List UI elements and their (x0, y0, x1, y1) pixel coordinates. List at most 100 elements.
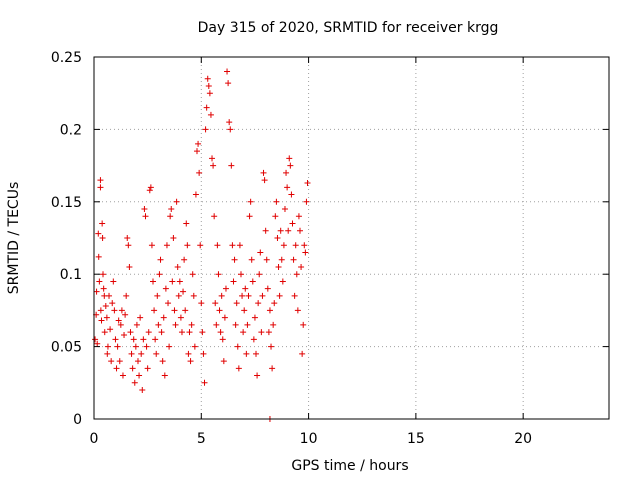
data-point (133, 321, 140, 328)
data-point (272, 213, 279, 220)
data-point (126, 263, 133, 270)
plot-frame (93, 56, 610, 420)
data-point (143, 343, 150, 350)
y-tick-label: 0.05 (51, 340, 82, 356)
data-point (112, 336, 119, 343)
data-point (291, 292, 298, 299)
data-point (226, 119, 233, 126)
data-point (250, 336, 257, 343)
data-point (216, 307, 223, 314)
data-point (271, 300, 278, 307)
data-point (110, 278, 117, 285)
data-point (192, 191, 199, 198)
data-point (255, 300, 262, 307)
data-point (122, 311, 129, 318)
data-point (206, 90, 213, 97)
data-point (142, 213, 149, 220)
data-point (151, 307, 158, 314)
data-point (199, 329, 206, 336)
data-point (115, 317, 122, 324)
data-point (237, 271, 244, 278)
data-point (166, 343, 173, 350)
y-tick-label: 0.25 (51, 50, 82, 66)
data-point (234, 343, 241, 350)
data-point (95, 230, 102, 237)
data-point (180, 288, 187, 295)
data-point (212, 300, 219, 307)
y-tick-label: 0.2 (60, 122, 82, 138)
data-point (108, 358, 115, 365)
data-point (102, 303, 109, 310)
data-point (207, 111, 214, 118)
data-point (96, 278, 103, 285)
data-point (101, 329, 108, 336)
data-point (100, 285, 107, 292)
data-point (156, 271, 163, 278)
data-point (172, 321, 179, 328)
data-point (301, 242, 308, 249)
data-point (295, 213, 302, 220)
data-point (138, 350, 145, 357)
data-point (225, 80, 232, 87)
grid-lines (94, 57, 609, 419)
data-point (246, 213, 253, 220)
y-axis-label: SRMTID / TECUs (6, 182, 22, 295)
x-tick-label: 5 (197, 431, 206, 447)
data-point (230, 278, 237, 285)
data-point (190, 292, 197, 299)
data-point (224, 68, 231, 75)
data-point (165, 300, 172, 307)
data-point (155, 321, 162, 328)
data-point (181, 256, 188, 263)
data-point (260, 169, 267, 176)
data-point (214, 242, 221, 249)
data-point (93, 288, 100, 295)
data-point (245, 292, 252, 299)
data-point (215, 271, 222, 278)
data-point (100, 271, 107, 278)
data-point (132, 343, 139, 350)
data-point (300, 321, 307, 328)
data-point (251, 314, 258, 321)
data-point (187, 358, 194, 365)
data-point (99, 220, 106, 227)
data-point (195, 140, 202, 147)
data-point (152, 336, 159, 343)
data-point (283, 169, 290, 176)
data-point (117, 321, 124, 328)
data-point (196, 169, 203, 176)
x-tick-labels: 0 5 10 15 20 (90, 431, 533, 447)
data-point (178, 329, 185, 336)
data-point (191, 343, 198, 350)
data-point (248, 256, 255, 263)
data-point (188, 321, 195, 328)
data-point (221, 314, 228, 321)
data-point (304, 179, 311, 186)
data-point (139, 387, 146, 394)
data-point (289, 220, 296, 227)
axis-ticks (93, 56, 609, 420)
data-point (116, 358, 123, 365)
data-point (278, 256, 285, 263)
data-point (241, 307, 248, 314)
data-point (129, 365, 136, 372)
data-point (257, 249, 264, 256)
data-point (298, 263, 305, 270)
data-point (118, 307, 125, 314)
data-point (184, 242, 191, 249)
data-point (254, 372, 261, 379)
data-point (202, 126, 209, 133)
data-point (209, 155, 216, 162)
data-point (162, 285, 169, 292)
data-point (148, 242, 155, 249)
data-point (140, 336, 147, 343)
data-point (103, 314, 110, 321)
data-point (183, 220, 190, 227)
data-point (168, 206, 175, 213)
data-point (197, 242, 204, 249)
data-point (247, 198, 254, 205)
data-point (258, 329, 265, 336)
data-point (299, 350, 306, 357)
data-point (159, 358, 166, 365)
data-point (279, 278, 286, 285)
